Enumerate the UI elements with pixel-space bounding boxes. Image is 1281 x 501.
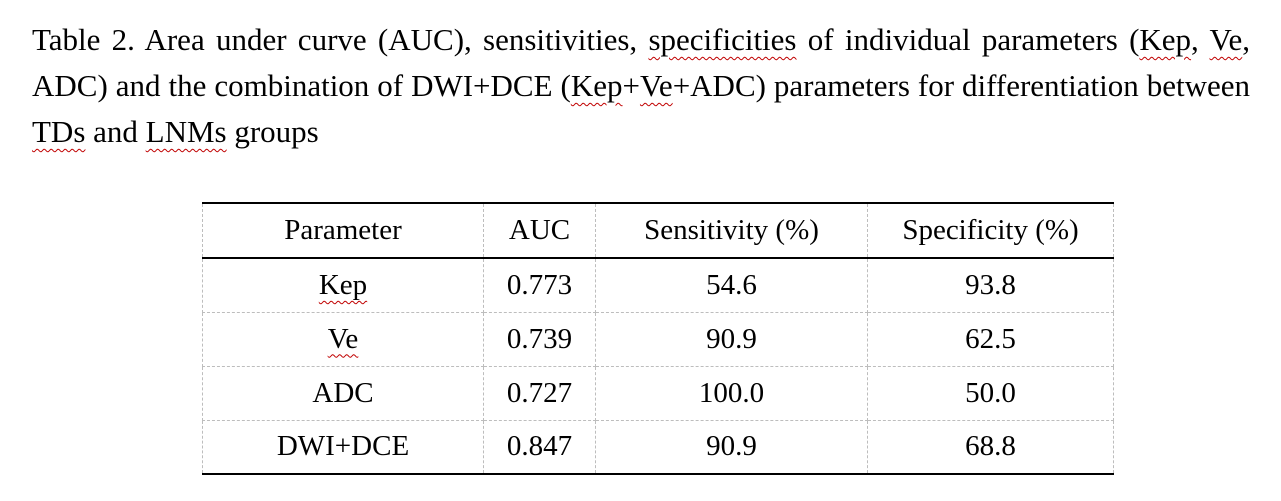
caption-text-misspelled: LNMs bbox=[145, 114, 227, 149]
caption-text: + bbox=[622, 68, 640, 103]
table-caption: Table 2. Area under curve (AUC), sensiti… bbox=[32, 17, 1250, 155]
table-row: ADC 0.727 100.0 50.0 bbox=[202, 366, 1114, 421]
value-cell: 54.6 bbox=[595, 258, 868, 313]
caption-text: groups bbox=[226, 114, 319, 149]
value-cell: 0.773 bbox=[483, 258, 596, 313]
value-cell: 68.8 bbox=[867, 420, 1114, 475]
header-cell: Sensitivity (%) bbox=[595, 202, 868, 259]
table-row: Kep 0.773 54.6 93.8 bbox=[202, 258, 1114, 313]
value-cell: 90.9 bbox=[595, 312, 868, 367]
parameter-cell: DWI+DCE bbox=[202, 420, 484, 475]
caption-line: TDs and LNMs groups bbox=[32, 109, 1250, 155]
caption-text-misspelled: TDs bbox=[32, 114, 86, 149]
value-cell: 0.847 bbox=[483, 420, 596, 475]
cell-text: 90.9 bbox=[706, 430, 757, 463]
header-cell: Specificity (%) bbox=[867, 202, 1114, 259]
header-row: Parameter AUC Sensitivity (%) Specificity (… bbox=[202, 202, 1114, 259]
caption-text-misspelled: specificities bbox=[648, 22, 797, 57]
cell-text: 0.727 bbox=[506, 376, 573, 409]
results-table-body: Kep 0.773 54.6 93.8 Ve 0.739 90.9 62.5 ADC 0.727 1… bbox=[202, 258, 1114, 475]
cell-text: 68.8 bbox=[965, 430, 1016, 463]
value-cell: 50.0 bbox=[867, 366, 1114, 421]
cell-text: 100.0 bbox=[698, 376, 765, 409]
cell-text: 50.0 bbox=[965, 376, 1016, 409]
caption-line: Table 2. Area under curve (AUC), sensiti… bbox=[32, 17, 1250, 63]
results-table: Parameter AUC Sensitivity (%) Specificity (… bbox=[202, 202, 1114, 475]
parameter-cell: Kep bbox=[202, 258, 484, 313]
cell-text: DWI+DCE bbox=[276, 430, 410, 463]
value-cell: 90.9 bbox=[595, 420, 868, 475]
cell-text: 0.739 bbox=[506, 322, 573, 355]
caption-text: , bbox=[1242, 22, 1250, 57]
value-cell: 100.0 bbox=[595, 366, 868, 421]
cell-text: 0.773 bbox=[506, 268, 573, 301]
results-table-header: Parameter AUC Sensitivity (%) Specificity (… bbox=[202, 202, 1114, 259]
table-row: Ve 0.739 90.9 62.5 bbox=[202, 312, 1114, 367]
value-cell: 62.5 bbox=[867, 312, 1114, 367]
caption-text: and bbox=[85, 114, 146, 149]
caption-text: , bbox=[1191, 22, 1210, 57]
value-cell: 0.739 bbox=[483, 312, 596, 367]
header-cell: Parameter bbox=[202, 202, 484, 259]
cell-text: 62.5 bbox=[965, 322, 1016, 355]
caption-text-misspelled: Kep bbox=[570, 68, 623, 103]
caption-text: of individual parameters ( bbox=[796, 22, 1140, 57]
caption-text-misspelled: Ve bbox=[1209, 22, 1243, 57]
value-cell: 93.8 bbox=[867, 258, 1114, 313]
caption-line: ADC) and the combination of DWI+DCE (Kep… bbox=[32, 63, 1250, 109]
cell-text: Kep bbox=[318, 268, 368, 301]
caption-text-misspelled: Ve bbox=[639, 68, 673, 103]
cell-text: 54.6 bbox=[706, 268, 757, 301]
cell-text: ADC bbox=[312, 376, 374, 409]
parameter-cell: Ve bbox=[202, 312, 484, 367]
table-row: DWI+DCE 0.847 90.9 68.8 bbox=[202, 420, 1114, 475]
cell-text: Ve bbox=[327, 322, 359, 355]
cell-text: 93.8 bbox=[965, 268, 1016, 301]
cell-text: 90.9 bbox=[706, 322, 757, 355]
header-cell: AUC bbox=[483, 202, 596, 259]
caption-text: Table 2. Area under curve (AUC), sensiti… bbox=[32, 22, 649, 57]
caption-text: +ADC) parameters for differentiation bet… bbox=[672, 68, 1250, 103]
cell-text: 0.847 bbox=[506, 430, 573, 463]
parameter-cell: ADC bbox=[202, 366, 484, 421]
caption-text: ADC) and the combination of DWI+DCE ( bbox=[32, 68, 571, 103]
value-cell: 0.727 bbox=[483, 366, 596, 421]
caption-text-misspelled: Kep bbox=[1139, 22, 1192, 57]
